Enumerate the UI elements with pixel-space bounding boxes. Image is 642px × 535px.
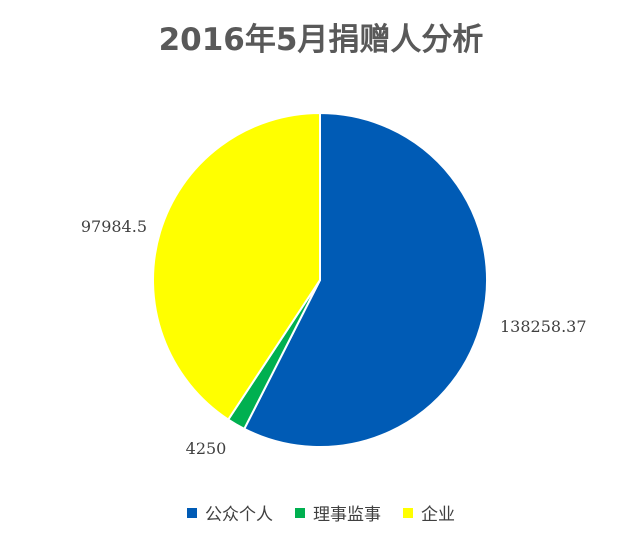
- legend-swatch: [403, 507, 413, 518]
- pie-slice-enterprises: [152, 111, 321, 421]
- legend-label: 企业: [421, 505, 455, 525]
- legend: 公众个人 理事监事 企业: [0, 500, 642, 525]
- legend-label: 公众个人: [205, 505, 273, 525]
- legend-label: 理事监事: [313, 505, 381, 525]
- legend-swatch: [187, 507, 197, 518]
- pie-slice-public-individuals: [242, 111, 488, 448]
- legend-item-public-individuals: 公众个人: [187, 500, 273, 525]
- data-label-directors-supervisors: 4250: [186, 439, 227, 458]
- chart-title: 2016年5月捐赠人分析: [158, 22, 484, 58]
- pie-chart: 138258.37 4250 97984.5: [81, 111, 587, 458]
- data-label-enterprises: 97984.5: [81, 217, 147, 236]
- legend-item-enterprises: 企业: [403, 500, 455, 525]
- legend-swatch: [295, 507, 305, 518]
- legend-item-directors-supervisors: 理事监事: [295, 500, 381, 525]
- data-label-public-individuals: 138258.37: [500, 317, 587, 336]
